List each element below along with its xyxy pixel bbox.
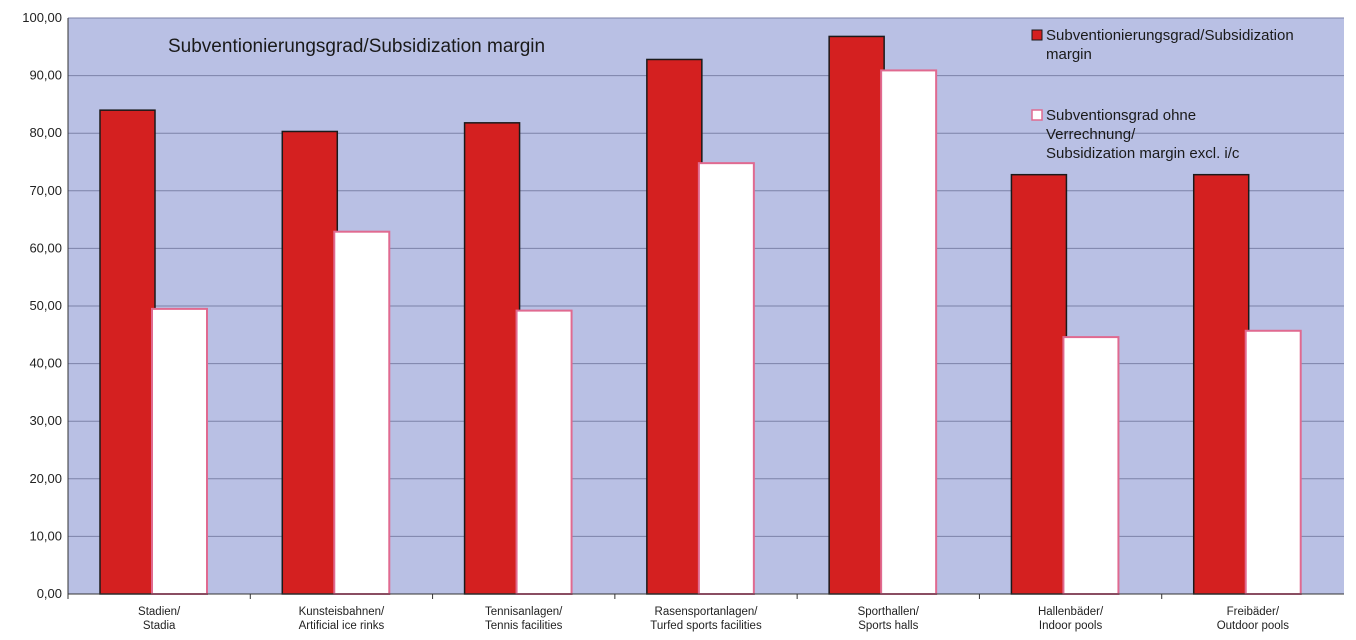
y-tick-label: 70,00 bbox=[29, 183, 62, 198]
bar-subsidization-margin-excl bbox=[1244, 329, 1302, 595]
bar-subsidization-margin-excl bbox=[151, 307, 208, 595]
x-tick-label: Hallenbäder/ bbox=[1038, 606, 1104, 618]
x-tick-label: Artificial ice rinks bbox=[299, 620, 385, 632]
x-tick-label: Tennis facilities bbox=[485, 620, 563, 632]
legend-label: Subventionsgrad ohne bbox=[1046, 107, 1196, 124]
y-tick-label: 100,00 bbox=[22, 10, 62, 25]
x-tick-label: Indoor pools bbox=[1039, 620, 1103, 632]
bar-subsidization-margin bbox=[1192, 173, 1250, 595]
y-tick-label: 20,00 bbox=[29, 471, 62, 486]
x-tick-label: Turfed sports facilities bbox=[650, 620, 762, 632]
bar-subsidization-margin-excl bbox=[1062, 336, 1120, 595]
y-tick-label: 90,00 bbox=[29, 68, 62, 83]
y-tick-label: 50,00 bbox=[29, 298, 62, 313]
x-axis: Stadien/Stadia Kunsteisbahnen/Artificial … bbox=[67, 594, 1289, 632]
bars bbox=[99, 35, 1302, 595]
y-tick-label: 40,00 bbox=[29, 356, 62, 371]
legend-swatch bbox=[1031, 109, 1043, 121]
legend-swatch bbox=[1031, 29, 1043, 41]
bar-subsidization-margin bbox=[828, 35, 885, 595]
bar-subsidization-margin-excl bbox=[515, 309, 573, 595]
x-tick-label: Rasensportanlagen/ bbox=[655, 606, 759, 618]
legend: Subventionierungsgrad/Subsidization margi… bbox=[1031, 27, 1294, 162]
bar-subsidization-margin bbox=[463, 122, 521, 595]
chart-title: Subventionierungsgrad/Subsidization marg… bbox=[168, 36, 545, 57]
y-axis: 0,00 10,00 20,00 30,00 40,00 50,00 60,00 70,00 8… bbox=[22, 10, 1344, 601]
x-tick-label: Tennisanlagen/ bbox=[485, 606, 563, 618]
x-tick-label: Sports halls bbox=[858, 620, 918, 632]
bar-subsidization-margin bbox=[646, 58, 703, 595]
legend-label: Subsidization margin excl. i/c bbox=[1046, 145, 1240, 162]
y-tick-label: 0,00 bbox=[37, 586, 62, 601]
bar-subsidization-margin-excl bbox=[333, 230, 391, 595]
bar-subsidization-margin-excl bbox=[697, 162, 755, 595]
bar-subsidization-margin bbox=[281, 130, 339, 595]
bar-subsidization-margin bbox=[1010, 173, 1068, 595]
x-tick-label: Freibäder/ bbox=[1227, 606, 1280, 618]
y-tick-label: 30,00 bbox=[29, 413, 62, 428]
x-tick-label: Outdoor pools bbox=[1217, 620, 1289, 632]
x-tick-label: Stadia bbox=[143, 620, 176, 632]
y-tick-label: 80,00 bbox=[29, 125, 62, 140]
legend-label: Subventionierungsgrad/Subsidization bbox=[1046, 27, 1294, 44]
x-tick-label: Sporthallen/ bbox=[858, 606, 920, 618]
bar-subsidization-margin-excl bbox=[880, 69, 938, 595]
y-tick-label: 10,00 bbox=[29, 528, 62, 543]
x-tick-label: Kunsteisbahnen/ bbox=[299, 606, 385, 618]
bar-subsidization-margin bbox=[99, 109, 156, 595]
x-tick-label: Stadien/ bbox=[138, 606, 181, 618]
legend-label: margin bbox=[1046, 46, 1092, 63]
legend-label: Verrechnung/ bbox=[1046, 126, 1136, 143]
y-tick-label: 60,00 bbox=[29, 240, 62, 255]
